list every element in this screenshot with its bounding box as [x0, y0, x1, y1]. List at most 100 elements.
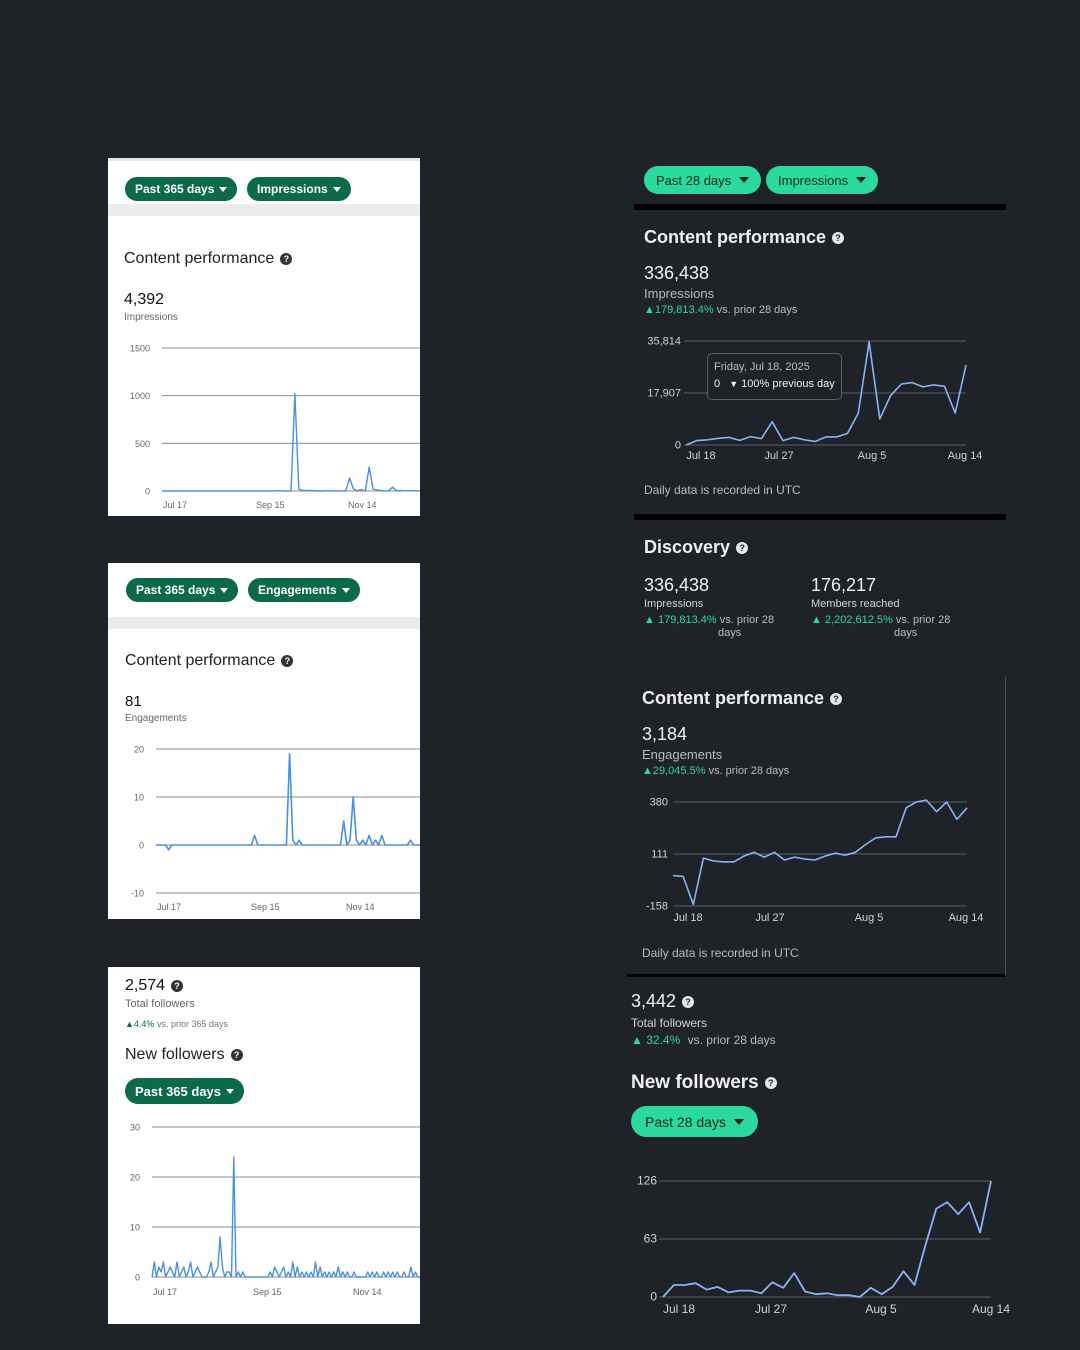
left-followers-panel: 2,574? Total followers ▲4.4% vs. prior 3… — [108, 967, 420, 1324]
help-icon[interactable]: ? — [764, 1076, 777, 1089]
metric-label: Impressions — [644, 286, 715, 301]
y-tick-label: 20 — [134, 745, 144, 755]
section-title-text: Discovery — [644, 537, 731, 557]
series-line — [151, 1156, 420, 1278]
x-tick-label: Jul 27 — [755, 912, 784, 924]
chevron-down-icon — [220, 587, 229, 593]
total-followers: 3,442? — [631, 991, 695, 1012]
section-title-text: Content performance — [642, 688, 825, 708]
left-impressions-panel: Past 365 days Impressions Content perfor… — [108, 158, 420, 516]
chevron-down-icon — [341, 587, 350, 593]
x-tick-label: Jul 27 — [755, 1302, 787, 1316]
metric-filter-label: Impressions — [257, 182, 328, 196]
tooltip-date: Friday, Jul 18, 2025 — [714, 361, 810, 373]
section-title: Content performance? — [124, 250, 293, 268]
range-filter-label: Past 365 days — [135, 182, 215, 196]
chevron-down-icon — [733, 1118, 744, 1125]
range-filter-label: Past 365 days — [136, 583, 216, 597]
help-icon[interactable]: ? — [280, 252, 293, 265]
range-filter-button[interactable]: Past 365 days — [125, 177, 238, 201]
change-value: 29,045.5% — [652, 765, 706, 777]
change-suffix-2: days — [718, 627, 742, 639]
y-tick-label: 0 — [675, 440, 681, 452]
change-suffix: vs. prior 28 — [719, 614, 775, 626]
metric-filter-button[interactable]: Engagements — [248, 578, 360, 602]
help-icon[interactable]: ? — [830, 693, 843, 706]
right-impressions-title: Content performance? — [644, 227, 845, 248]
section-title-text: New followers — [125, 1046, 225, 1063]
discovery-impressions-change: ▲ 179,813.4% vs. prior 28 days — [644, 614, 774, 640]
y-tick-label: 10 — [134, 793, 144, 803]
discovery-title: Discovery? — [644, 537, 749, 558]
divider — [634, 514, 1006, 520]
help-icon[interactable]: ? — [682, 996, 695, 1009]
y-tick-label: 17,907 — [647, 388, 681, 400]
x-tick-label: Nov 14 — [346, 902, 375, 912]
metric-filter-label: Impressions — [778, 172, 849, 188]
section-title: New followers? — [125, 1046, 243, 1064]
help-icon[interactable]: ? — [736, 542, 749, 555]
change-suffix: vs. prior 28 — [895, 614, 951, 626]
right-metric-filter-button[interactable]: Impressions — [766, 166, 879, 194]
series-line — [672, 799, 968, 906]
y-tick-label: 0 — [139, 841, 144, 851]
filter-bar — [108, 563, 420, 629]
right-range-filter-button[interactable]: Past 28 days — [644, 166, 762, 194]
metric-label: Impressions — [124, 312, 178, 323]
range-filter-button[interactable]: Past 365 days — [125, 1078, 245, 1104]
x-tick-label: Sep 15 — [256, 500, 285, 510]
change-suffix: vs. prior 28 days — [708, 765, 790, 777]
y-tick-label: 35,814 — [647, 336, 681, 348]
metric-value: 3,184 — [642, 724, 688, 744]
metric-filter-label: Engagements — [258, 583, 337, 597]
followers-range-filter-button[interactable]: Past 28 days — [631, 1106, 758, 1137]
total-followers-value: 2,574 — [125, 977, 166, 994]
help-icon[interactable]: ? — [832, 232, 845, 245]
help-icon[interactable]: ? — [281, 654, 294, 667]
chevron-down-icon — [219, 186, 228, 192]
engagements-chart: 20 10 0 -10 Jul 17 Sep 15 Nov 14 — [131, 745, 420, 912]
range-filter-label: Past 28 days — [656, 172, 732, 188]
impressions-chart: 1500 1000 500 0 Jul 17 Sep 15 Nov 14 — [130, 344, 420, 510]
change-suffix: vs. prior 365 days — [156, 1019, 228, 1029]
followers-change: ▲4.4% vs. prior 365 days — [125, 1019, 228, 1029]
x-tick-label: Jul 17 — [153, 1287, 177, 1297]
x-tick-label: Aug 5 — [855, 912, 884, 924]
series-line — [162, 393, 420, 492]
y-tick-label: 0 — [650, 1290, 657, 1304]
x-tick-label: Nov 14 — [348, 500, 377, 510]
change-value: 179,813.4% — [654, 304, 714, 316]
help-icon[interactable]: ? — [230, 1048, 243, 1061]
range-filter-label: Past 365 days — [135, 1083, 222, 1099]
members-reached-value: 176,217 — [811, 575, 877, 595]
engagements-section-frame — [627, 677, 1006, 977]
change-value: 4.4% — [133, 1019, 155, 1029]
new-followers-title: New followers? — [631, 1072, 777, 1094]
metric-filter-button[interactable]: Impressions — [247, 177, 351, 201]
section-title-text: New followers — [631, 1072, 759, 1093]
y-tick-label: 1000 — [130, 391, 150, 401]
x-tick-label: Aug 5 — [865, 1302, 897, 1316]
y-tick-label: 20 — [130, 1173, 140, 1183]
trend-down-icon: ▼ — [729, 379, 739, 389]
y-tick-label: -10 — [131, 889, 144, 899]
change-suffix: vs. prior 28 days — [687, 1033, 776, 1047]
chevron-down-icon — [856, 177, 867, 183]
discovery-impressions-value: 336,438 — [644, 575, 710, 595]
help-icon[interactable]: ? — [171, 979, 184, 992]
y-tick-label: 126 — [637, 1174, 657, 1188]
filter-bar — [108, 158, 420, 216]
range-filter-label: Past 28 days — [645, 1113, 726, 1130]
right-new-followers-chart: 126 63 0 Jul 18 Jul 27 Aug 5 Aug 14 — [637, 1174, 1010, 1317]
section-title-text: Content performance — [125, 652, 276, 669]
y-tick-label: 0 — [135, 1273, 140, 1283]
y-tick-label: 30 — [130, 1123, 140, 1133]
x-tick-label: Aug 14 — [948, 450, 983, 462]
y-tick-label: 10 — [130, 1223, 140, 1233]
members-reached-label: Members reached — [811, 598, 900, 610]
trend-up-icon: ▲ — [811, 614, 822, 626]
range-filter-button[interactable]: Past 365 days — [126, 578, 239, 602]
trend-up-icon: ▲ — [642, 765, 653, 777]
chevron-down-icon — [739, 177, 750, 183]
footnote: Daily data is recorded in UTC — [644, 483, 801, 497]
